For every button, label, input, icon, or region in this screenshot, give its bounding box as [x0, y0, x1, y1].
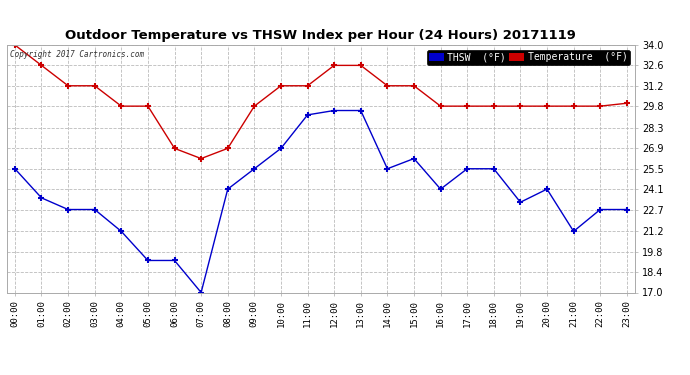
- Text: Copyright 2017 Cartronics.com: Copyright 2017 Cartronics.com: [10, 50, 144, 59]
- Legend: THSW  (°F), Temperature  (°F): THSW (°F), Temperature (°F): [426, 50, 630, 65]
- Title: Outdoor Temperature vs THSW Index per Hour (24 Hours) 20171119: Outdoor Temperature vs THSW Index per Ho…: [66, 30, 576, 42]
